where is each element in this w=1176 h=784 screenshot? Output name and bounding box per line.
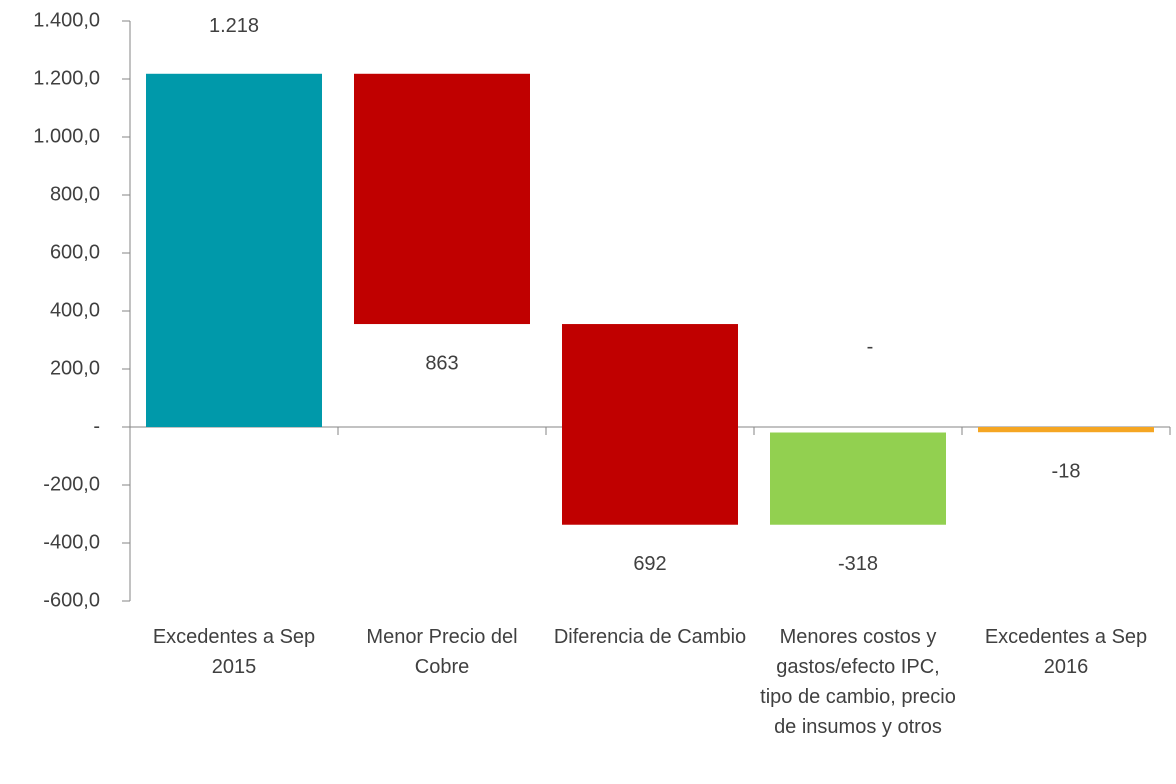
annotation: - <box>867 336 874 358</box>
y-tick-label: 200,0 <box>50 357 100 379</box>
data-label: 863 <box>425 352 458 374</box>
data-label: 1.218 <box>209 15 259 37</box>
x-tick-label: Excedentes a Sep 2016 <box>984 626 1148 678</box>
y-tick-label: - <box>93 415 100 437</box>
bar <box>562 324 738 525</box>
x-tick-label: Excedentes a Sep 2015 <box>152 626 316 678</box>
data-label: 692 <box>633 553 666 575</box>
y-tick-label: -400,0 <box>43 531 100 553</box>
y-tick-label: -200,0 <box>43 473 100 495</box>
y-tick-label: 400,0 <box>50 299 100 321</box>
y-tick-label: 600,0 <box>50 241 100 263</box>
x-tick-label: Menor Precio del Cobre <box>366 626 518 678</box>
bar <box>146 73 322 427</box>
x-tick-label: Menores costos y gastos/efecto IPC, tipo… <box>760 626 956 738</box>
y-tick-label: 1.400,0 <box>33 9 100 31</box>
bar <box>354 73 530 325</box>
data-label: -318 <box>838 553 878 575</box>
y-tick-label: -600,0 <box>43 589 100 611</box>
bar <box>770 432 946 525</box>
bar <box>978 427 1154 433</box>
y-tick-label: 1.200,0 <box>33 67 100 89</box>
y-tick-label: 800,0 <box>50 183 100 205</box>
y-tick-label: 1.000,0 <box>33 125 100 147</box>
x-tick-label: Diferencia de Cambio <box>553 626 747 648</box>
data-label: -18 <box>1052 461 1081 483</box>
